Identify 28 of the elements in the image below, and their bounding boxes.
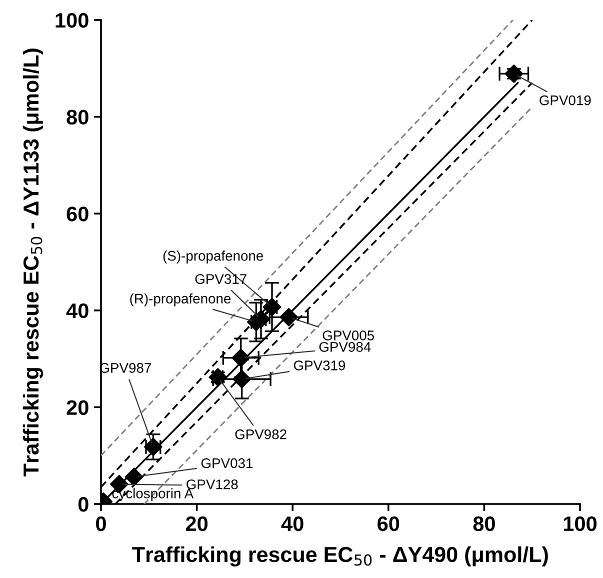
annotation: GPV005 bbox=[322, 330, 374, 340]
annotation: (R)-propafenone bbox=[130, 293, 231, 306]
y-tick-label: 60 bbox=[66, 206, 88, 222]
x-tick-label: 60 bbox=[378, 516, 400, 532]
point bbox=[232, 370, 252, 388]
annotation: GPV319 bbox=[294, 360, 346, 370]
x-tick-label: 20 bbox=[186, 516, 208, 532]
annotation: GPV019 bbox=[540, 95, 591, 106]
y-tick-label: 0 bbox=[78, 497, 88, 512]
x-tick-label: 80 bbox=[473, 516, 495, 532]
annotation: GPV982 bbox=[235, 429, 286, 440]
y-axis-title: Trafficking rescue EC$_{50}$ - ΔY1133 (μmol/L) bbox=[22, 48, 44, 476]
point bbox=[232, 348, 250, 368]
annotation: GPV031 bbox=[201, 458, 253, 468]
x-axis-title: Trafficking rescue EC$_{50}$ - ΔY490 (μmol/L) bbox=[132, 546, 548, 566]
x-tick-label: 100 bbox=[564, 516, 597, 532]
x-tick-label: 40 bbox=[281, 516, 304, 532]
y-tick-label: 80 bbox=[66, 110, 88, 125]
annotation: (S)-propafenone bbox=[163, 250, 264, 264]
x-tick-label: 0 bbox=[96, 516, 106, 532]
y-tick-label: 100 bbox=[56, 13, 88, 28]
annotation: GPV984 bbox=[319, 342, 371, 352]
point bbox=[262, 298, 282, 316]
point bbox=[280, 308, 298, 326]
annotation: GPV128 bbox=[186, 479, 238, 490]
y-tick-label: 40 bbox=[66, 303, 88, 318]
y-tick-label: 20 bbox=[66, 400, 88, 415]
point bbox=[504, 64, 524, 83]
